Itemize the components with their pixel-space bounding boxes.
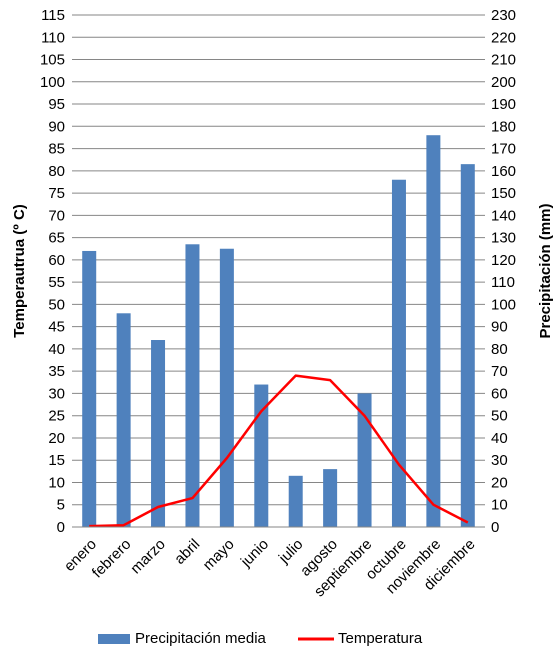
right-tick-label: 90 <box>491 319 508 336</box>
left-axis-ticks: 0 5 10 15 20 25 30 35 40 45 50 55 60 65 70 75 80 85 90 95 10… <box>40 7 65 536</box>
precipitation-bar <box>219 248 234 527</box>
right-tick-label: 20 <box>491 474 508 491</box>
legend-label-temperature: Temperatura <box>338 630 423 646</box>
precipitation-bar <box>82 250 97 527</box>
temperature-line <box>89 374 469 528</box>
left-tick-label: 100 <box>40 74 65 91</box>
precipitation-bar <box>323 469 338 527</box>
left-tick-label: 115 <box>41 7 65 24</box>
right-tick-label: 160 <box>491 163 516 180</box>
left-tick-label: 55 <box>48 274 65 291</box>
left-axis-title: Temperautrua (º C) <box>11 204 28 338</box>
right-tick-label: 180 <box>491 118 516 135</box>
precipitation-bar <box>116 313 131 527</box>
legend-label-precipitation: Precipitación media <box>135 630 267 646</box>
left-tick-label: 15 <box>48 452 65 469</box>
right-axis-ticks: 0 10 20 30 40 50 60 70 80 90 100 110 120 130 140 150 160… <box>491 7 516 536</box>
left-tick-label: 85 <box>48 141 65 158</box>
legend: Precipitación media Temperatura <box>98 630 423 646</box>
right-tick-label: 70 <box>491 363 508 380</box>
left-tick-label: 30 <box>48 385 65 402</box>
right-tick-label: 170 <box>491 141 516 158</box>
right-tick-label: 100 <box>491 296 516 313</box>
left-tick-label: 40 <box>48 341 65 358</box>
x-tick-label: marzo <box>127 536 168 577</box>
right-axis-title: Precipitación (mm) <box>537 203 554 338</box>
left-tick-label: 0 <box>57 519 65 536</box>
precipitation-bar <box>288 475 303 527</box>
right-tick-label: 200 <box>491 74 516 91</box>
precipitation-bar <box>426 135 441 528</box>
precipitation-bar <box>151 340 166 527</box>
right-tick-label: 60 <box>491 385 508 402</box>
right-tick-label: 80 <box>491 341 508 358</box>
left-tick-label: 5 <box>57 497 65 514</box>
precipitation-bar <box>254 384 269 527</box>
right-tick-label: 230 <box>491 7 516 24</box>
left-tick-label: 35 <box>48 363 65 380</box>
right-tick-label: 130 <box>491 230 516 247</box>
left-tick-label: 45 <box>48 319 65 336</box>
left-tick-label: 90 <box>48 118 65 135</box>
left-tick-label: 110 <box>41 29 65 46</box>
right-tick-label: 140 <box>491 207 516 224</box>
legend-swatch-precipitation <box>98 634 130 644</box>
left-tick-label: 80 <box>48 163 65 180</box>
right-tick-label: 0 <box>491 519 499 536</box>
left-tick-label: 65 <box>48 230 65 247</box>
right-tick-label: 220 <box>491 29 516 46</box>
left-tick-label: 75 <box>48 185 65 202</box>
precipitation-bar <box>357 393 372 527</box>
left-tick-label: 10 <box>48 474 65 491</box>
right-tick-label: 150 <box>491 185 516 202</box>
left-tick-label: 60 <box>48 252 65 269</box>
x-tick-label: febrero <box>89 536 135 582</box>
precipitation-bar <box>185 244 200 527</box>
x-tick-label: mayo <box>200 536 238 574</box>
left-tick-label: 105 <box>40 52 65 69</box>
right-tick-label: 210 <box>491 52 516 69</box>
right-tick-label: 30 <box>491 452 508 469</box>
precipitation-bar <box>391 179 406 527</box>
gridlines <box>72 14 485 506</box>
left-tick-label: 20 <box>48 430 65 447</box>
left-tick-label: 50 <box>48 296 65 313</box>
right-tick-label: 120 <box>491 252 516 269</box>
x-tick-label: abril <box>171 536 203 568</box>
right-tick-label: 110 <box>491 274 515 291</box>
right-tick-label: 50 <box>491 408 508 425</box>
right-tick-label: 40 <box>491 430 508 447</box>
precipitation-bar <box>460 164 475 527</box>
precipitation-bars <box>82 135 475 528</box>
left-tick-label: 25 <box>48 408 65 425</box>
right-tick-label: 10 <box>491 497 508 514</box>
left-tick-label: 70 <box>48 207 65 224</box>
right-tick-label: 190 <box>491 96 516 113</box>
left-tick-label: 95 <box>48 96 65 113</box>
x-tick-label: junio <box>237 536 272 571</box>
